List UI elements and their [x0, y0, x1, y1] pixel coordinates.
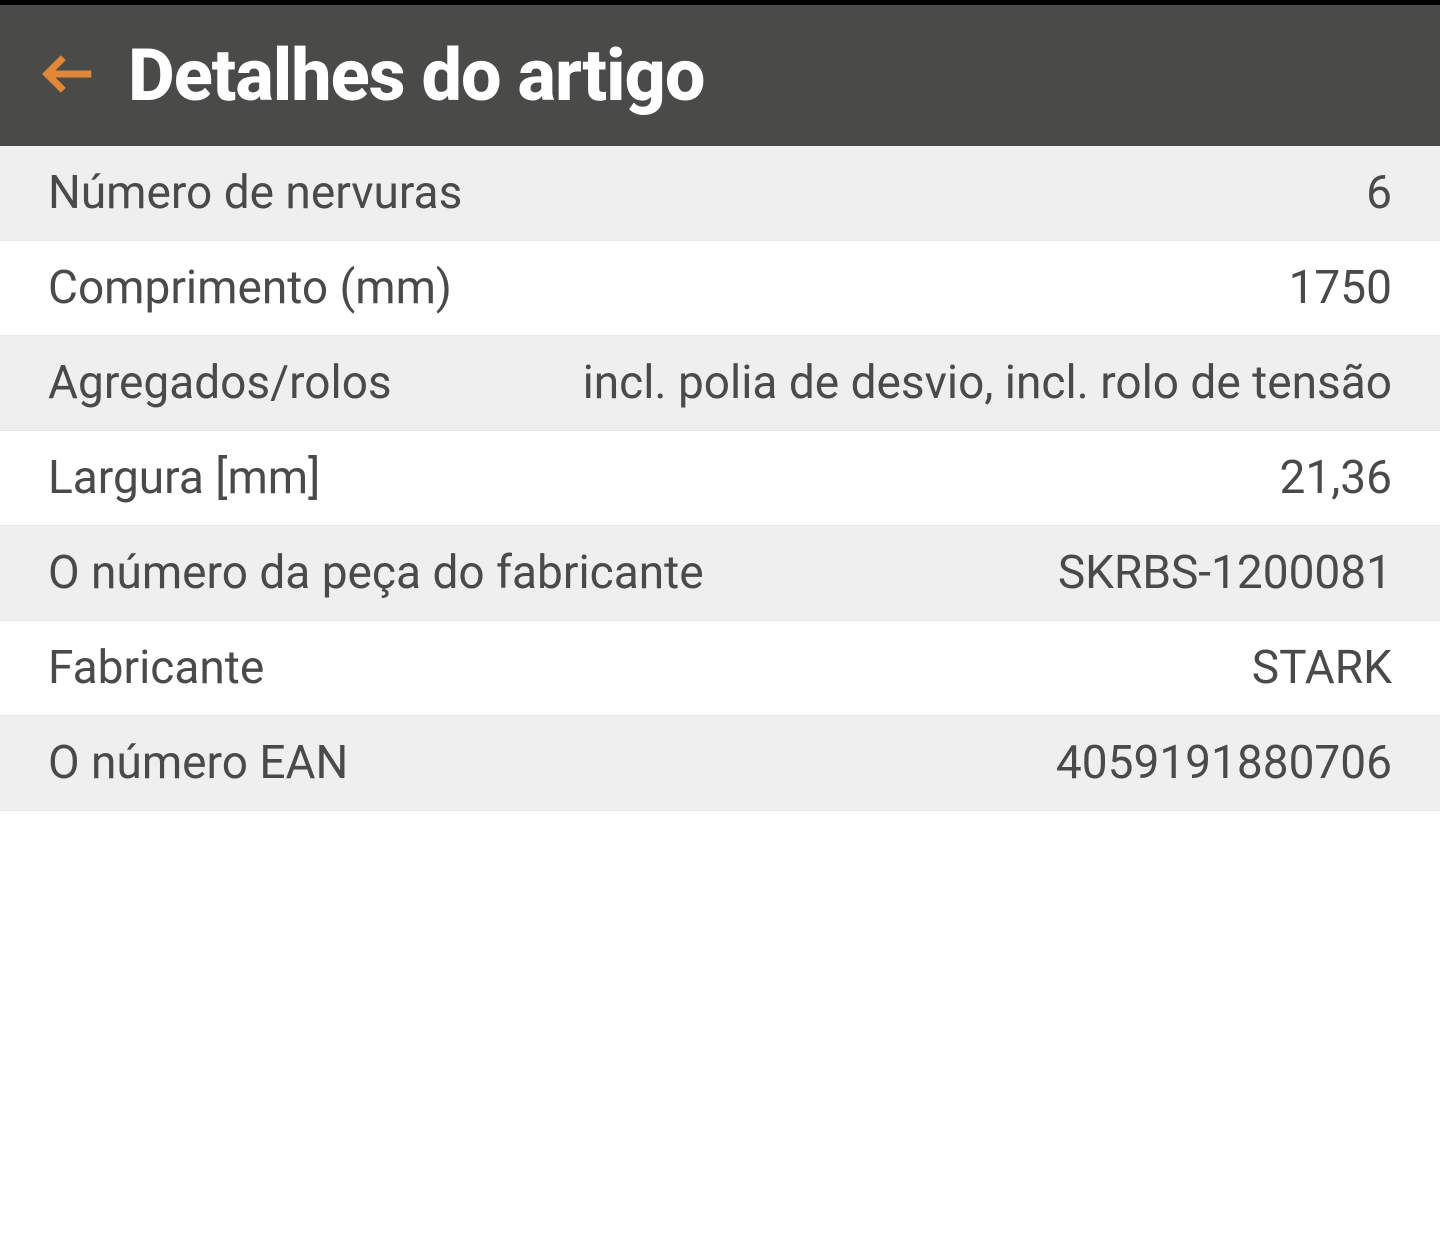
table-row: O número da peça do fabricante SKRBS-120… [0, 526, 1440, 621]
row-label: Largura [mm] [48, 451, 320, 505]
row-value: incl. polia de desvio, incl. rolo de ten… [432, 356, 1392, 410]
back-arrow-icon[interactable] [40, 46, 96, 106]
row-value: 4059191880706 [388, 736, 1392, 790]
table-row: Número de nervuras 6 [0, 146, 1440, 241]
header: Detalhes do artigo [0, 0, 1440, 146]
table-row: Largura [mm] 21,36 [0, 431, 1440, 526]
row-value: 21,36 [360, 451, 1392, 505]
row-label: O número da peça do fabricante [48, 546, 704, 600]
row-label: O número EAN [48, 736, 348, 790]
table-row: O número EAN 4059191880706 [0, 716, 1440, 811]
row-value: STARK [304, 641, 1392, 695]
row-value: SKRBS-1200081 [744, 546, 1392, 600]
table-row: Fabricante STARK [0, 621, 1440, 716]
table-row: Comprimento (mm) 1750 [0, 241, 1440, 336]
row-label: Fabricante [48, 641, 264, 695]
row-label: Número de nervuras [48, 166, 462, 220]
details-table: Número de nervuras 6 Comprimento (mm) 17… [0, 146, 1440, 811]
row-value: 1750 [492, 261, 1392, 315]
page-title: Detalhes do artigo [128, 33, 704, 118]
table-row: Agregados/rolos incl. polia de desvio, i… [0, 336, 1440, 431]
row-label: Agregados/rolos [48, 356, 392, 410]
row-label: Comprimento (mm) [48, 261, 452, 315]
row-value: 6 [502, 166, 1392, 220]
